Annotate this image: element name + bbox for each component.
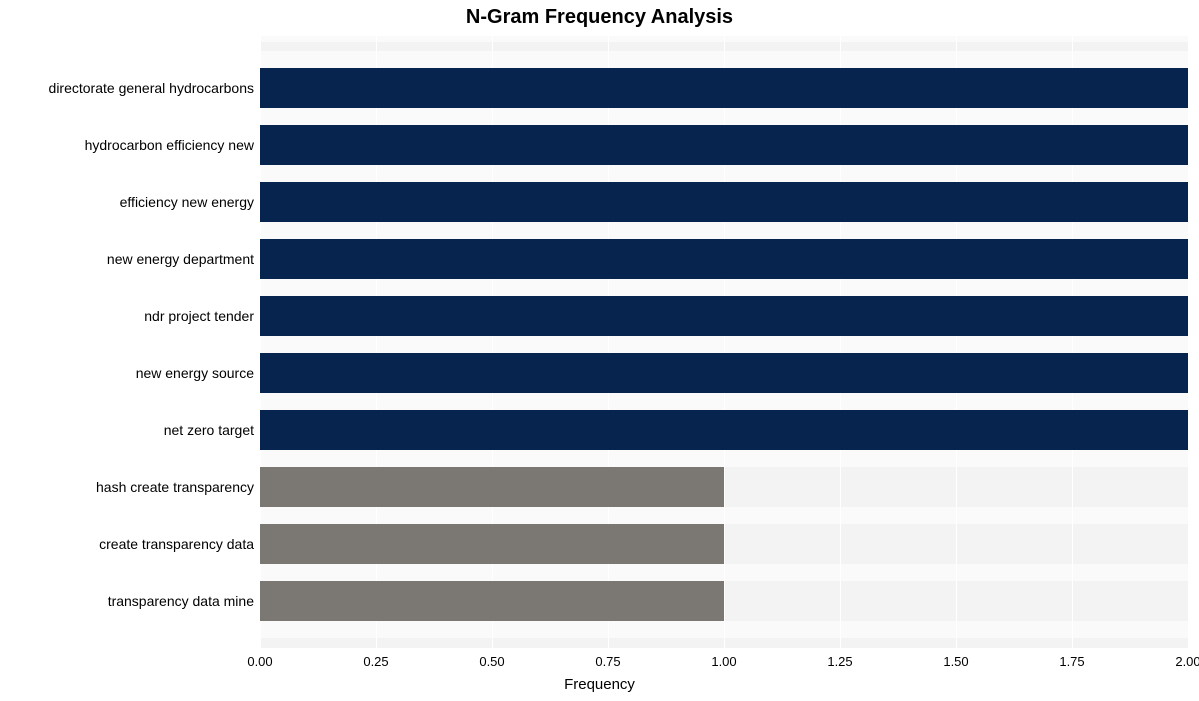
y-tick-label: new energy department (4, 252, 254, 266)
bar (260, 524, 724, 564)
bar (260, 182, 1188, 222)
bar (260, 68, 1188, 108)
bar (260, 296, 1188, 336)
y-tick-label: ndr project tender (4, 309, 254, 323)
y-tick-label: hydrocarbon efficiency new (4, 138, 254, 152)
y-tick-label: net zero target (4, 423, 254, 437)
bar (260, 353, 1188, 393)
x-tick: 1.25 (827, 654, 852, 669)
bar (260, 239, 1188, 279)
y-tick-label: efficiency new energy (4, 195, 254, 209)
y-tick-label: directorate general hydrocarbons (4, 81, 254, 95)
x-tick: 0.25 (363, 654, 388, 669)
y-tick-label: transparency data mine (4, 594, 254, 608)
x-tick: 1.75 (1059, 654, 1084, 669)
y-tick-label: new energy source (4, 366, 254, 380)
ngram-frequency-chart: N-Gram Frequency Analysis Frequency 0.00… (0, 0, 1199, 701)
bar (260, 125, 1188, 165)
x-tick: 0.50 (479, 654, 504, 669)
x-tick: 1.50 (943, 654, 968, 669)
x-tick: 2.00 (1175, 654, 1199, 669)
x-axis-label: Frequency (0, 676, 1199, 693)
bar (260, 581, 724, 621)
plot-area (260, 36, 1188, 648)
bar (260, 410, 1188, 450)
x-tick: 0.75 (595, 654, 620, 669)
y-tick-label: create transparency data (4, 537, 254, 551)
x-tick: 1.00 (711, 654, 736, 669)
x-tick: 0.00 (247, 654, 272, 669)
y-tick-label: hash create transparency (4, 480, 254, 494)
chart-title: N-Gram Frequency Analysis (0, 6, 1199, 29)
bar (260, 467, 724, 507)
